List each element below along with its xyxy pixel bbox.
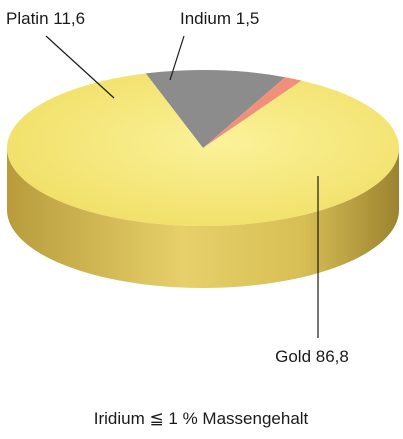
slice-gold [6, 73, 399, 227]
slice-label-gold: Gold 86,8 [275, 347, 349, 366]
slice-platin [145, 70, 286, 148]
chart-footnote: Iridium ≦ 1 % Massengehalt [94, 409, 309, 428]
leader-line-platin [45, 35, 115, 99]
leader-line-indium [169, 35, 185, 81]
slice-side-gold [7, 148, 399, 288]
slice-label-platin: Platin 11,6 [6, 9, 85, 28]
slice-label-indium: Indium 1,5 [180, 9, 259, 28]
slice-indium [203, 77, 302, 148]
